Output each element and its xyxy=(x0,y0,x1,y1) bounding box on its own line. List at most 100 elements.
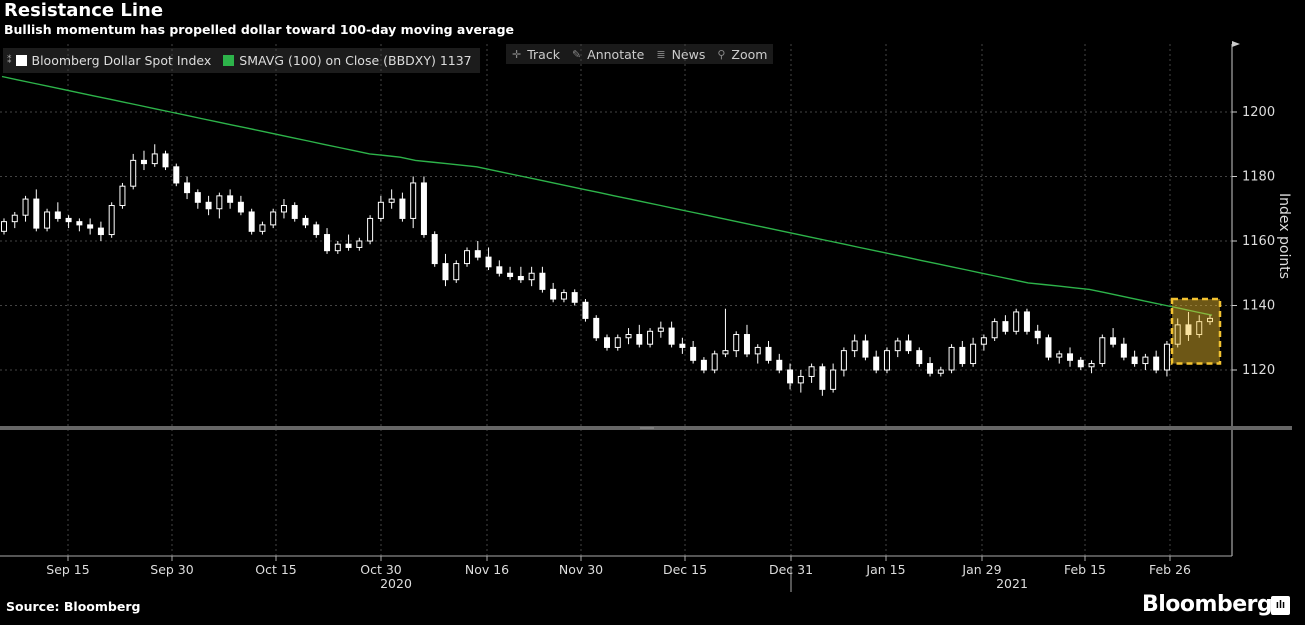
news-label: News xyxy=(671,46,706,62)
source-note: Source: Bloomberg xyxy=(6,599,141,614)
y-tick-label-2: 1160 xyxy=(1242,234,1275,249)
candle-body-60 xyxy=(647,330,654,345)
candle-body-56 xyxy=(604,337,610,348)
candle-body-62 xyxy=(668,327,675,345)
candle-body-18 xyxy=(194,192,201,203)
candle-body-2 xyxy=(22,198,29,216)
candle-body-63 xyxy=(679,343,686,348)
candle-body-79 xyxy=(851,340,858,352)
candle-body-49 xyxy=(528,272,535,281)
x-tick-label-10: Feb 15 xyxy=(1064,562,1106,577)
candle-body-19 xyxy=(205,201,212,210)
candle-body-16 xyxy=(173,166,180,184)
candle-body-86 xyxy=(927,363,934,374)
y-axis-label: Index points xyxy=(1276,193,1292,279)
x-tick-label-5: Nov 30 xyxy=(559,562,603,577)
candle-body-9 xyxy=(97,227,104,236)
candle-body-30 xyxy=(324,234,331,252)
candle-body-77 xyxy=(830,369,837,390)
candle-body-105 xyxy=(1131,356,1138,365)
legend-label-index[interactable]: Bloomberg Dollar Spot Index xyxy=(31,53,212,68)
zoom-button[interactable]: ⚲ Zoom xyxy=(711,47,773,62)
candle-body-94 xyxy=(1013,311,1020,332)
candle-body-68 xyxy=(733,334,740,352)
x-tick-label-1: Sep 30 xyxy=(150,562,193,577)
candle-body-71 xyxy=(765,346,772,361)
candle-body-91 xyxy=(980,337,987,345)
candle-body-22 xyxy=(237,201,244,213)
candle-body-100 xyxy=(1077,359,1084,368)
legend: ⁑ Bloomberg Dollar Spot Index SMAVG (100… xyxy=(3,48,480,73)
candle-body-42 xyxy=(453,263,460,281)
candle-body-101 xyxy=(1088,363,1095,368)
candle-body-80 xyxy=(862,340,869,358)
track-button[interactable]: ✛ Track xyxy=(506,47,566,62)
candle-body-8 xyxy=(87,224,94,229)
candle-body-69 xyxy=(743,334,750,355)
candle-body-89 xyxy=(959,346,966,365)
candle-body-35 xyxy=(377,201,384,219)
candle-body-109 xyxy=(1174,324,1181,345)
chart-toolbar: ✛ Track ✎ Annotate ≣ News ⚲ Zoom xyxy=(506,44,774,64)
candle-body-25 xyxy=(270,211,277,226)
candle-body-3 xyxy=(33,198,40,229)
annotate-button[interactable]: ✎ Annotate xyxy=(566,47,650,62)
candle-body-104 xyxy=(1120,343,1127,358)
candle-body-65 xyxy=(700,359,707,371)
crosshair-icon: ✛ xyxy=(512,47,522,61)
y-tick-label-1: 1140 xyxy=(1242,299,1275,314)
legend-drag-icon[interactable]: ⁑ xyxy=(7,55,12,66)
candle-body-40 xyxy=(431,234,438,265)
candle-body-110 xyxy=(1185,324,1192,336)
candle-body-38 xyxy=(410,182,417,219)
candle-body-88 xyxy=(948,346,955,371)
candle-body-4 xyxy=(44,211,51,229)
x-tick-label-9: Jan 29 xyxy=(961,562,1001,577)
candle-body-82 xyxy=(883,350,890,371)
candle-body-70 xyxy=(754,346,761,355)
candle-body-15 xyxy=(162,153,169,168)
candle-body-64 xyxy=(690,346,697,361)
bloomberg-logo: Bloomberg xyxy=(1142,592,1273,617)
candle-body-78 xyxy=(840,350,847,371)
candle-body-47 xyxy=(507,272,514,277)
candle-body-32 xyxy=(345,243,352,248)
candle-body-26 xyxy=(280,205,287,213)
x-tick-label-8: Jan 15 xyxy=(865,562,905,577)
candle-body-53 xyxy=(571,292,578,303)
candle-body-48 xyxy=(517,275,524,281)
x-tick-label-6: Dec 15 xyxy=(663,562,707,577)
candle-body-13 xyxy=(140,159,147,165)
candle-body-81 xyxy=(873,356,880,371)
candle-body-50 xyxy=(539,272,546,290)
candle-body-31 xyxy=(334,243,341,252)
news-button[interactable]: ≣ News xyxy=(650,47,711,62)
zoom-label: Zoom xyxy=(731,46,768,62)
legend-swatch-sma xyxy=(223,55,235,66)
candle-body-102 xyxy=(1099,337,1106,365)
candle-body-14 xyxy=(151,153,158,165)
candle-body-112 xyxy=(1207,317,1213,323)
candle-body-28 xyxy=(302,217,309,226)
candle-body-99 xyxy=(1067,353,1074,361)
candle-body-66 xyxy=(711,353,718,371)
candle-body-92 xyxy=(991,321,998,339)
candle-body-103 xyxy=(1110,337,1117,345)
y-tick-label-3: 1180 xyxy=(1242,170,1275,185)
candle-body-27 xyxy=(291,205,298,219)
candle-body-111 xyxy=(1196,321,1203,336)
candle-body-44 xyxy=(474,250,481,258)
candle-body-54 xyxy=(582,301,589,319)
legend-label-sma[interactable]: SMAVG (100) on Close (BBDXY) 1137 xyxy=(239,53,472,68)
candle-body-87 xyxy=(937,369,944,374)
candle-body-57 xyxy=(614,337,621,348)
candle-body-45 xyxy=(485,256,492,268)
x-tick-label-0: Sep 15 xyxy=(46,562,89,577)
candle-body-108 xyxy=(1163,343,1170,371)
candle-body-96 xyxy=(1034,330,1041,339)
candle-body-85 xyxy=(916,350,923,365)
candle-body-98 xyxy=(1056,353,1063,358)
candle-body-107 xyxy=(1153,356,1160,371)
candle-body-74 xyxy=(797,375,804,384)
